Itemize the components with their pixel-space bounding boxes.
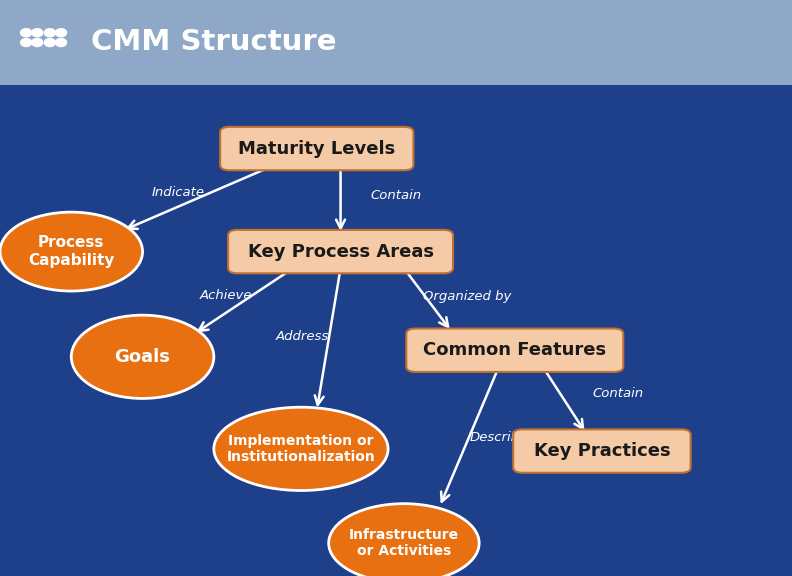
Text: Describe: Describe xyxy=(470,431,528,445)
Text: CMM Structure: CMM Structure xyxy=(91,28,337,56)
Text: Contain: Contain xyxy=(592,387,643,400)
Text: Key Practices: Key Practices xyxy=(534,442,670,460)
Text: Goals: Goals xyxy=(115,348,170,366)
FancyBboxPatch shape xyxy=(406,328,623,372)
Text: Contain: Contain xyxy=(371,189,421,202)
Text: Common Features: Common Features xyxy=(423,341,607,359)
Text: Organized by: Organized by xyxy=(423,290,512,303)
FancyBboxPatch shape xyxy=(513,429,691,473)
FancyBboxPatch shape xyxy=(228,230,453,273)
FancyBboxPatch shape xyxy=(220,127,413,170)
Text: Indicate: Indicate xyxy=(152,186,204,199)
Ellipse shape xyxy=(329,503,479,576)
Text: Process
Capability: Process Capability xyxy=(28,236,115,268)
Text: Implementation or
Institutionalization: Implementation or Institutionalization xyxy=(227,434,375,464)
Text: Achieve: Achieve xyxy=(200,289,252,302)
Ellipse shape xyxy=(0,212,143,291)
Text: Infrastructure
or Activities: Infrastructure or Activities xyxy=(348,528,459,558)
Text: Key Process Areas: Key Process Areas xyxy=(248,242,433,260)
Text: Address: Address xyxy=(276,329,329,343)
Text: Maturity Levels: Maturity Levels xyxy=(238,139,395,158)
Ellipse shape xyxy=(71,315,214,399)
Ellipse shape xyxy=(214,407,388,491)
